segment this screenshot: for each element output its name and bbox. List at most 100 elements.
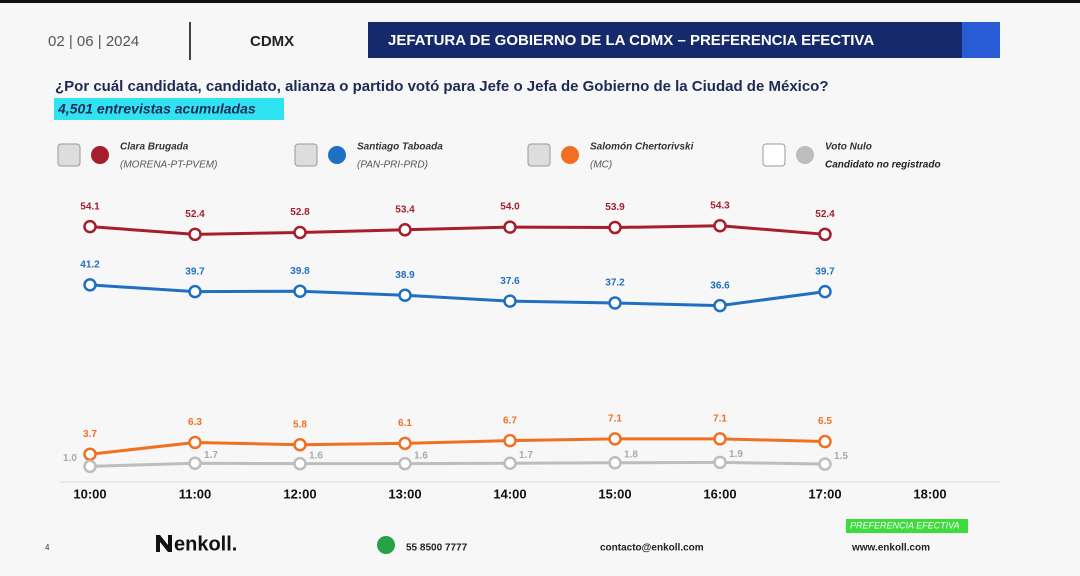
series-line [89,460,826,468]
point [293,456,307,471]
x-tick-label: 15:00 [598,486,631,501]
value-label: 1.6 [414,450,428,461]
value-label: 54.1 [80,201,100,212]
value-label: 52.8 [290,207,310,218]
legend-party: (PAN-PRI-PRD) [357,160,428,171]
legend-dot [91,146,109,164]
value-label: 7.1 [713,413,727,424]
legend-photo [57,143,81,167]
legend-dot [796,146,814,164]
point [293,437,307,452]
value-label: 54.0 [500,202,520,213]
value-label: 38.9 [395,270,415,281]
x-tick-label: 12:00 [283,486,316,501]
value-label: 39.8 [290,266,310,277]
point [713,218,727,233]
point [713,455,727,470]
legend-dot [561,146,579,164]
point [503,294,517,308]
point [188,284,202,299]
x-tick-label: 18:00 [913,486,946,501]
point [818,434,832,449]
phone: 55 8500 7777 [406,543,468,554]
x-tick-label: 11:00 [179,486,212,501]
value-label: 37.2 [605,278,625,289]
point [293,225,307,240]
brand: enkoll. [174,533,237,555]
highlight [54,98,284,120]
point [188,456,202,470]
value-label: 6.5 [818,416,832,427]
value-label: 52.4 [185,209,205,220]
value-label: 1.0 [63,453,77,464]
point [608,220,622,235]
x-tick-label: 10:00 [73,486,106,501]
legend-party: (MC) [590,160,612,171]
value-label: 6.7 [503,415,517,426]
tag-box [846,519,968,533]
value-label: 3.7 [83,429,97,440]
value-label: 39.7 [815,266,835,277]
point [818,284,832,299]
x-tick-label: 16:00 [703,486,736,501]
value-label: 1.6 [309,450,323,461]
subtitle: 4,501 entrevistas acumuladas [57,101,256,117]
value-label: 37.6 [500,276,520,287]
point [83,219,97,234]
point [503,433,517,448]
tag: PREFERENCIA EFECTIVA [850,520,960,530]
point [608,456,622,470]
point [713,432,727,446]
value-label: 36.6 [710,280,730,291]
series-line [89,437,826,456]
point [818,227,832,242]
point [83,459,97,474]
logo-mark [156,535,172,552]
point [188,435,202,450]
value-label: 1.5 [834,451,848,462]
value-label: 39.7 [185,266,205,277]
point [398,456,412,471]
legend-party: Candidato no registrado [825,160,941,171]
value-label: 6.3 [188,417,202,428]
legend-party: (MORENA-PT-PVEM) [120,160,217,171]
point [83,278,97,292]
value-label: 52.4 [815,209,835,220]
point [608,432,622,446]
point [398,223,412,237]
legend-name: Salomón Chertorivski [590,142,694,153]
value-label: 7.1 [608,413,622,424]
value-label: 1.9 [729,449,743,460]
x-tick-label: 13:00 [388,486,421,501]
legend-photo [527,143,551,167]
point [503,456,517,470]
x-tick-label: 14:00 [493,486,526,501]
date: 02 | 06 | 2024 [48,33,139,50]
point [713,298,727,313]
point [188,227,202,242]
banner-text: JEFATURA DE GOBIERNO DE LA CDMX – PREFER… [388,32,874,49]
value-label: 53.4 [395,204,415,215]
value-label: 1.7 [519,450,533,461]
legend-photo [762,143,786,167]
region: CDMX [250,33,294,50]
value-label: 5.8 [293,419,307,430]
point [503,220,517,234]
legend-photo [294,143,318,167]
point [398,288,412,303]
email: contacto@enkoll.com [600,543,704,554]
legend-name: Voto Nulo [825,142,872,153]
value-label: 54.3 [710,200,730,211]
series-line [89,283,826,308]
x-tick-label: 17:00 [808,486,841,501]
legend-dot [328,146,346,164]
banner-accent [962,22,1000,58]
point [293,284,307,298]
value-label: 6.1 [398,418,412,429]
value-label: 41.2 [80,260,100,271]
point [83,447,97,461]
legend-name: Clara Brugada [120,142,189,153]
value-label: 1.8 [624,449,638,460]
